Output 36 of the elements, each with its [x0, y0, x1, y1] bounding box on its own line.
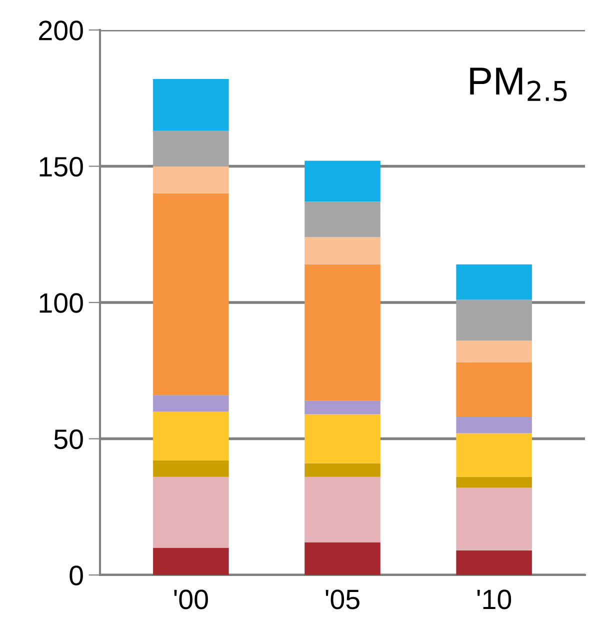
bar: [153, 476, 229, 548]
bar: [304, 264, 380, 401]
bar: [153, 395, 229, 412]
bar: [153, 548, 229, 575]
bar: [456, 264, 532, 300]
bar: [456, 550, 532, 575]
bar: [456, 476, 532, 488]
bar: [153, 130, 229, 166]
bar: [304, 400, 380, 414]
bar: [153, 79, 229, 131]
bar: [456, 300, 532, 341]
bar: [304, 202, 380, 238]
y-tick-label: 100: [40, 293, 83, 313]
bar: [456, 340, 532, 362]
bar: [304, 476, 380, 542]
x-tick-label: '10: [477, 590, 512, 610]
x-tick-label: '05: [326, 590, 360, 610]
bar: [456, 362, 532, 417]
text: PM$_{2.5}$: [470, 68, 567, 102]
bar: [153, 166, 229, 194]
y-tick-label: 50: [54, 429, 83, 450]
bar: [456, 488, 532, 550]
y-tick-label: 150: [40, 156, 83, 177]
bar: [304, 542, 380, 575]
bar: [304, 414, 380, 464]
bar: [153, 460, 229, 477]
bar: [304, 237, 380, 264]
x-tick-label: '00: [174, 590, 208, 610]
bar: [153, 194, 229, 396]
bar: [304, 160, 380, 202]
bar: [304, 463, 380, 477]
y-tick-label: 200: [39, 20, 83, 40]
y-tick-label: 0: [70, 566, 83, 586]
bar: [456, 416, 532, 434]
bar: [456, 433, 532, 477]
bar: [153, 412, 229, 461]
